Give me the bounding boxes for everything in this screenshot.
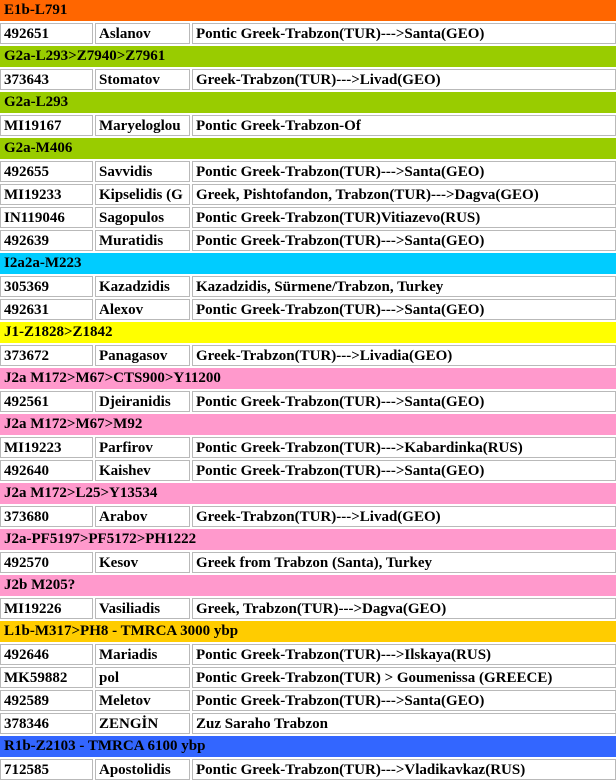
origin-cell: Pontic Greek-Trabzon(TUR)--->Santa(GEO) [192,690,616,711]
origin-cell: Pontic Greek-Trabzon(TUR)--->Kabardinka(… [192,437,616,458]
table-row: 305369 Kazadzidis Kazadzidis, Sürmene/Trab… [0,276,616,299]
table-row: 492655 Savvidis Pontic Greek-Trabzon(TUR)-… [0,161,616,184]
surname-cell: Aslanov [95,23,190,44]
surname-cell: Muratidis [95,230,190,251]
kit-number-cell: 492646 [0,644,93,665]
surname-cell: Djeiranidis [95,391,190,412]
surname-cell: Mariadis [95,644,190,665]
table-row: 373672 Panagasov Greek-Trabzon(TUR)--->Liv… [0,345,616,368]
surname-cell: Stomatov [95,69,190,90]
surname-cell: Kipselidis (G [95,184,190,205]
surname-cell: pol [95,667,190,688]
surname-cell: Meletov [95,690,190,711]
group-header: G2a-L293 [0,92,616,115]
table-row: 492631 Alexov Pontic Greek-Trabzon(TUR)---… [0,299,616,322]
table-row: 492589 Meletov Pontic Greek-Trabzon(TUR)--… [0,690,616,713]
kit-number-cell: 373680 [0,506,93,527]
surname-cell: Maryeloglou [95,115,190,136]
group-header: I2a2a-M223 [0,253,616,276]
table-row: MI19226 Vasiliadis Greek, Trabzon(TUR)--->… [0,598,616,621]
surname-cell: Kesov [95,552,190,573]
table-row: MI19223 Parfirov Pontic Greek-Trabzon(TUR)… [0,437,616,460]
table-row: 492570 Kesov Greek from Trabzon (Santa), T… [0,552,616,575]
table-row: 492639 Muratidis Pontic Greek-Trabzon(TUR)… [0,230,616,253]
table-row: 492651 Aslanov Pontic Greek-Trabzon(TUR)--… [0,23,616,46]
origin-cell: Pontic Greek-Trabzon(TUR)--->Santa(GEO) [192,23,616,44]
surname-cell: Panagasov [95,345,190,366]
surname-cell: Kaishev [95,460,190,481]
kit-number-cell: IN119046 [0,207,93,228]
origin-cell: Greek-Trabzon(TUR)--->Livadia(GEO) [192,345,616,366]
group-header: J2a M172>M67>CTS900>Y11200 [0,368,616,391]
origin-cell: Greek-Trabzon(TUR)--->Livad(GEO) [192,506,616,527]
table-row: 378346 ZENGİN Zuz Saraho Trabzon [0,713,616,736]
surname-cell: Savvidis [95,161,190,182]
surname-cell: Parfirov [95,437,190,458]
table-row: 492561 Djeiranidis Pontic Greek-Trabzon(TU… [0,391,616,414]
origin-cell: Pontic Greek-Trabzon(TUR) > Goumenissa (… [192,667,616,688]
group-header: J2a M172>M67>M92 [0,414,616,437]
group-header: J2a M172>L25>Y13534 [0,483,616,506]
origin-cell: Pontic Greek-Trabzon(TUR)--->Santa(GEO) [192,161,616,182]
surname-cell: Apostolidis [95,759,190,780]
kit-number-cell: MI19167 [0,115,93,136]
table-row: 373680 Arabov Greek-Trabzon(TUR)--->Livad(… [0,506,616,529]
surname-cell: Vasiliadis [95,598,190,619]
surname-cell: Arabov [95,506,190,527]
origin-cell: Pontic Greek-Trabzon(TUR)--->Santa(GEO) [192,391,616,412]
surname-cell: Kazadzidis [95,276,190,297]
kit-number-cell: 492639 [0,230,93,251]
kit-number-cell: MI19226 [0,598,93,619]
kit-number-cell: 378346 [0,713,93,734]
table-row: 373643 Stomatov Greek-Trabzon(TUR)--->Liva… [0,69,616,92]
origin-cell: Pontic Greek-Trabzon(TUR)--->Santa(GEO) [192,299,616,320]
kit-number-cell: 373672 [0,345,93,366]
kit-number-cell: 492589 [0,690,93,711]
kit-number-cell: MI19223 [0,437,93,458]
origin-cell: Pontic Greek-Trabzon(TUR)Vitiazevo(RUS) [192,207,616,228]
table-row: 712585 Apostolidis Pontic Greek-Trabzon(TU… [0,759,616,782]
group-header: E1b-L791 [0,0,616,23]
group-header: J1-Z1828>Z1842 [0,322,616,345]
origin-cell: Greek, Pishtofandon, Trabzon(TUR)--->Dag… [192,184,616,205]
origin-cell: Greek, Trabzon(TUR)--->Dagva(GEO) [192,598,616,619]
origin-cell: Pontic Greek-Trabzon(TUR)--->Vladikavkaz… [192,759,616,780]
surname-cell: ZENGİN [95,713,190,734]
origin-cell: Zuz Saraho Trabzon [192,713,616,734]
origin-cell: Pontic Greek-Trabzon(TUR)--->Santa(GEO) [192,230,616,251]
kit-number-cell: 492640 [0,460,93,481]
kit-number-cell: 373643 [0,69,93,90]
surname-cell: Alexov [95,299,190,320]
kit-number-cell: 492561 [0,391,93,412]
origin-cell: Greek from Trabzon (Santa), Turkey [192,552,616,573]
origin-cell: Greek-Trabzon(TUR)--->Livad(GEO) [192,69,616,90]
kit-number-cell: MI19233 [0,184,93,205]
table-row: MI19167 Maryeloglou Pontic Greek-Trabzon-O… [0,115,616,138]
group-header: L1b-M317>PH8 - TMRCA 3000 ybp [0,621,616,644]
kit-number-cell: 712585 [0,759,93,780]
kit-number-cell: MK59882 [0,667,93,688]
origin-cell: Kazadzidis, Sürmene/Trabzon, Turkey [192,276,616,297]
table-row: MI19233 Kipselidis (G Greek, Pishtofandon,… [0,184,616,207]
kit-number-cell: 492655 [0,161,93,182]
kit-number-cell: 492570 [0,552,93,573]
group-header: R1b-Z2103 - TMRCA 6100 ybp [0,736,616,759]
group-header: G2a-M406 [0,138,616,161]
kit-number-cell: 305369 [0,276,93,297]
table-row: MK59882 pol Pontic Greek-Trabzon(TUR) > Go… [0,667,616,690]
origin-cell: Pontic Greek-Trabzon-Of [192,115,616,136]
group-header: J2b M205? [0,575,616,598]
table-row: IN119046 Sagopulos Pontic Greek-Trabzon(TU… [0,207,616,230]
kit-number-cell: 492631 [0,299,93,320]
group-header: J2a-PF5197>PF5172>PH1222 [0,529,616,552]
group-header: G2a-L293>Z7940>Z7961 [0,46,616,69]
surname-cell: Sagopulos [95,207,190,228]
table-row: 492646 Mariadis Pontic Greek-Trabzon(TUR)-… [0,644,616,667]
kit-number-cell: 492651 [0,23,93,44]
origin-cell: Pontic Greek-Trabzon(TUR)--->Ilskaya(RUS… [192,644,616,665]
table-row: 492640 Kaishev Pontic Greek-Trabzon(TUR)--… [0,460,616,483]
origin-cell: Pontic Greek-Trabzon(TUR)--->Santa(GEO) [192,460,616,481]
